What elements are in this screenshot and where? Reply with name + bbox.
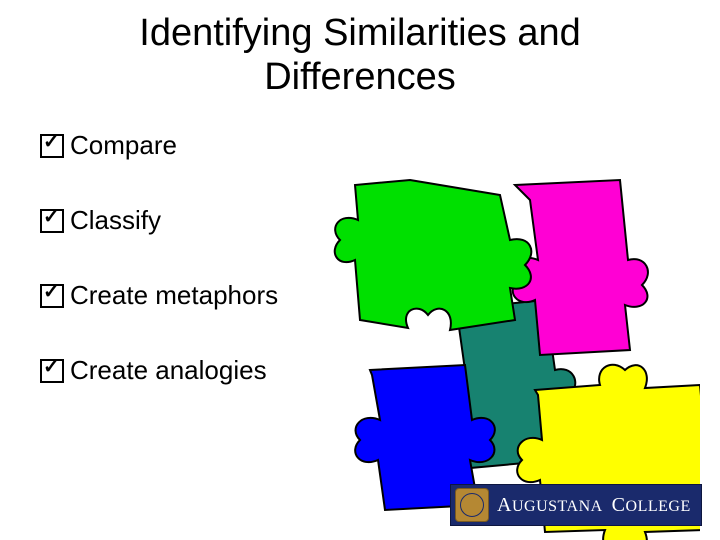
- bullet-label: Create analogies: [70, 355, 267, 386]
- checkbox-icon: [40, 134, 64, 158]
- puzzle-graphic: [300, 160, 660, 480]
- bullet-item: Compare: [40, 130, 360, 161]
- bullet-label: Create metaphors: [70, 280, 278, 311]
- college-logo: AUGUSTANA COLLEGE: [450, 484, 702, 526]
- puzzle-piece-green: [335, 180, 532, 330]
- logo-letter: C: [612, 494, 626, 516]
- checkbox-icon: [40, 284, 64, 308]
- checkbox-icon: [40, 359, 64, 383]
- logo-text: AUGUSTANA COLLEGE: [497, 494, 691, 517]
- slide-title: Identifying Similarities and Differences: [0, 12, 720, 99]
- logo-seal-icon: [455, 488, 489, 522]
- slide: Identifying Similarities and Differences…: [0, 0, 720, 540]
- puzzle-svg: [300, 160, 700, 540]
- bullet-label: Compare: [70, 130, 177, 161]
- logo-word: OLLEGE: [626, 498, 691, 515]
- checkbox-icon: [40, 209, 64, 233]
- bullet-label: Classify: [70, 205, 161, 236]
- title-line-1: Identifying Similarities and: [139, 12, 580, 54]
- logo-letter: A: [497, 494, 512, 516]
- title-line-2: Differences: [264, 56, 456, 98]
- logo-word: UGUSTANA: [512, 498, 603, 515]
